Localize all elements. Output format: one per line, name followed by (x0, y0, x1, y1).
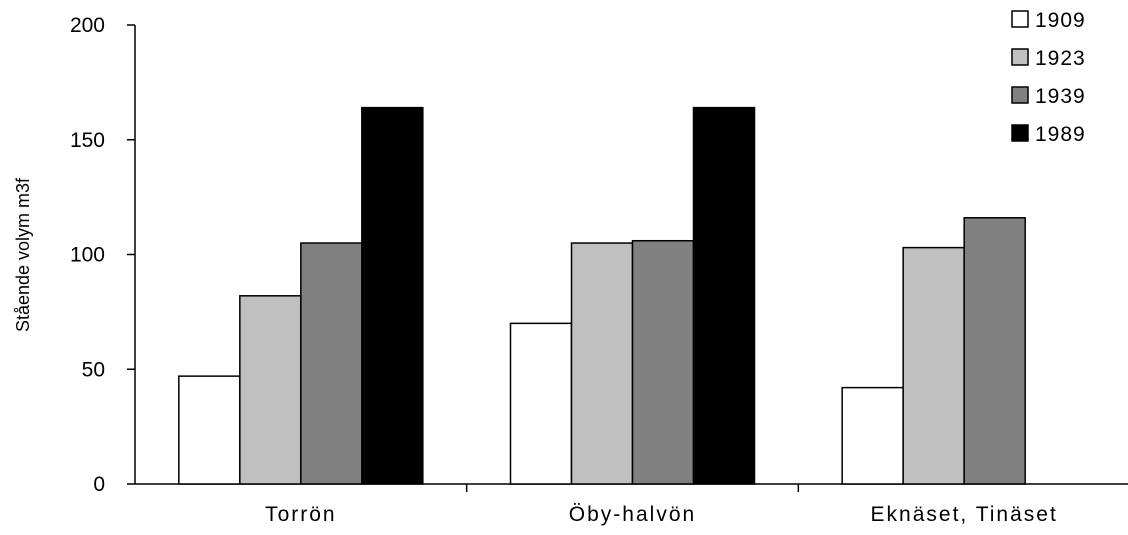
legend-swatch-1989 (1011, 124, 1029, 142)
bar-1923-0 (239, 295, 302, 485)
y-tick-label: 100 (70, 244, 105, 267)
bar-1939-1 (631, 239, 695, 485)
legend: 1909 1923 1939 1989 (1011, 9, 1086, 146)
legend-swatch-1909 (1011, 10, 1029, 28)
x-category-label: Torrön (265, 503, 337, 526)
bar-1989-1 (692, 106, 756, 485)
x-category-label: Öby-halvön (569, 503, 696, 526)
legend-swatch-1923 (1011, 48, 1029, 66)
y-tick-label: 0 (93, 473, 105, 496)
bar-1909-1 (509, 322, 573, 485)
legend-swatch-1939 (1011, 86, 1029, 104)
bar-1939-2 (963, 217, 1026, 485)
legend-label: 1939 (1035, 85, 1086, 108)
y-tick-label: 50 (82, 358, 105, 381)
bar-1923-2 (902, 246, 965, 485)
y-tick-label: 200 (70, 14, 105, 37)
legend-label: 1989 (1035, 123, 1086, 146)
bars: Torrön Öby-halvön Eknäset, Tinäset (178, 106, 1058, 526)
bar-1923-1 (570, 242, 634, 485)
y-tick-label: 150 (70, 129, 105, 152)
bar-1989-0 (361, 106, 424, 485)
bar-1909-2 (841, 386, 904, 485)
bar-1939-0 (300, 242, 363, 485)
x-category-label: Eknäset, Tinäset (871, 503, 1058, 526)
legend-label: 1923 (1035, 47, 1086, 70)
bar-1909-0 (178, 375, 241, 485)
y-axis-label: Stående volym m3f (13, 177, 33, 332)
legend-label: 1909 (1035, 9, 1086, 32)
